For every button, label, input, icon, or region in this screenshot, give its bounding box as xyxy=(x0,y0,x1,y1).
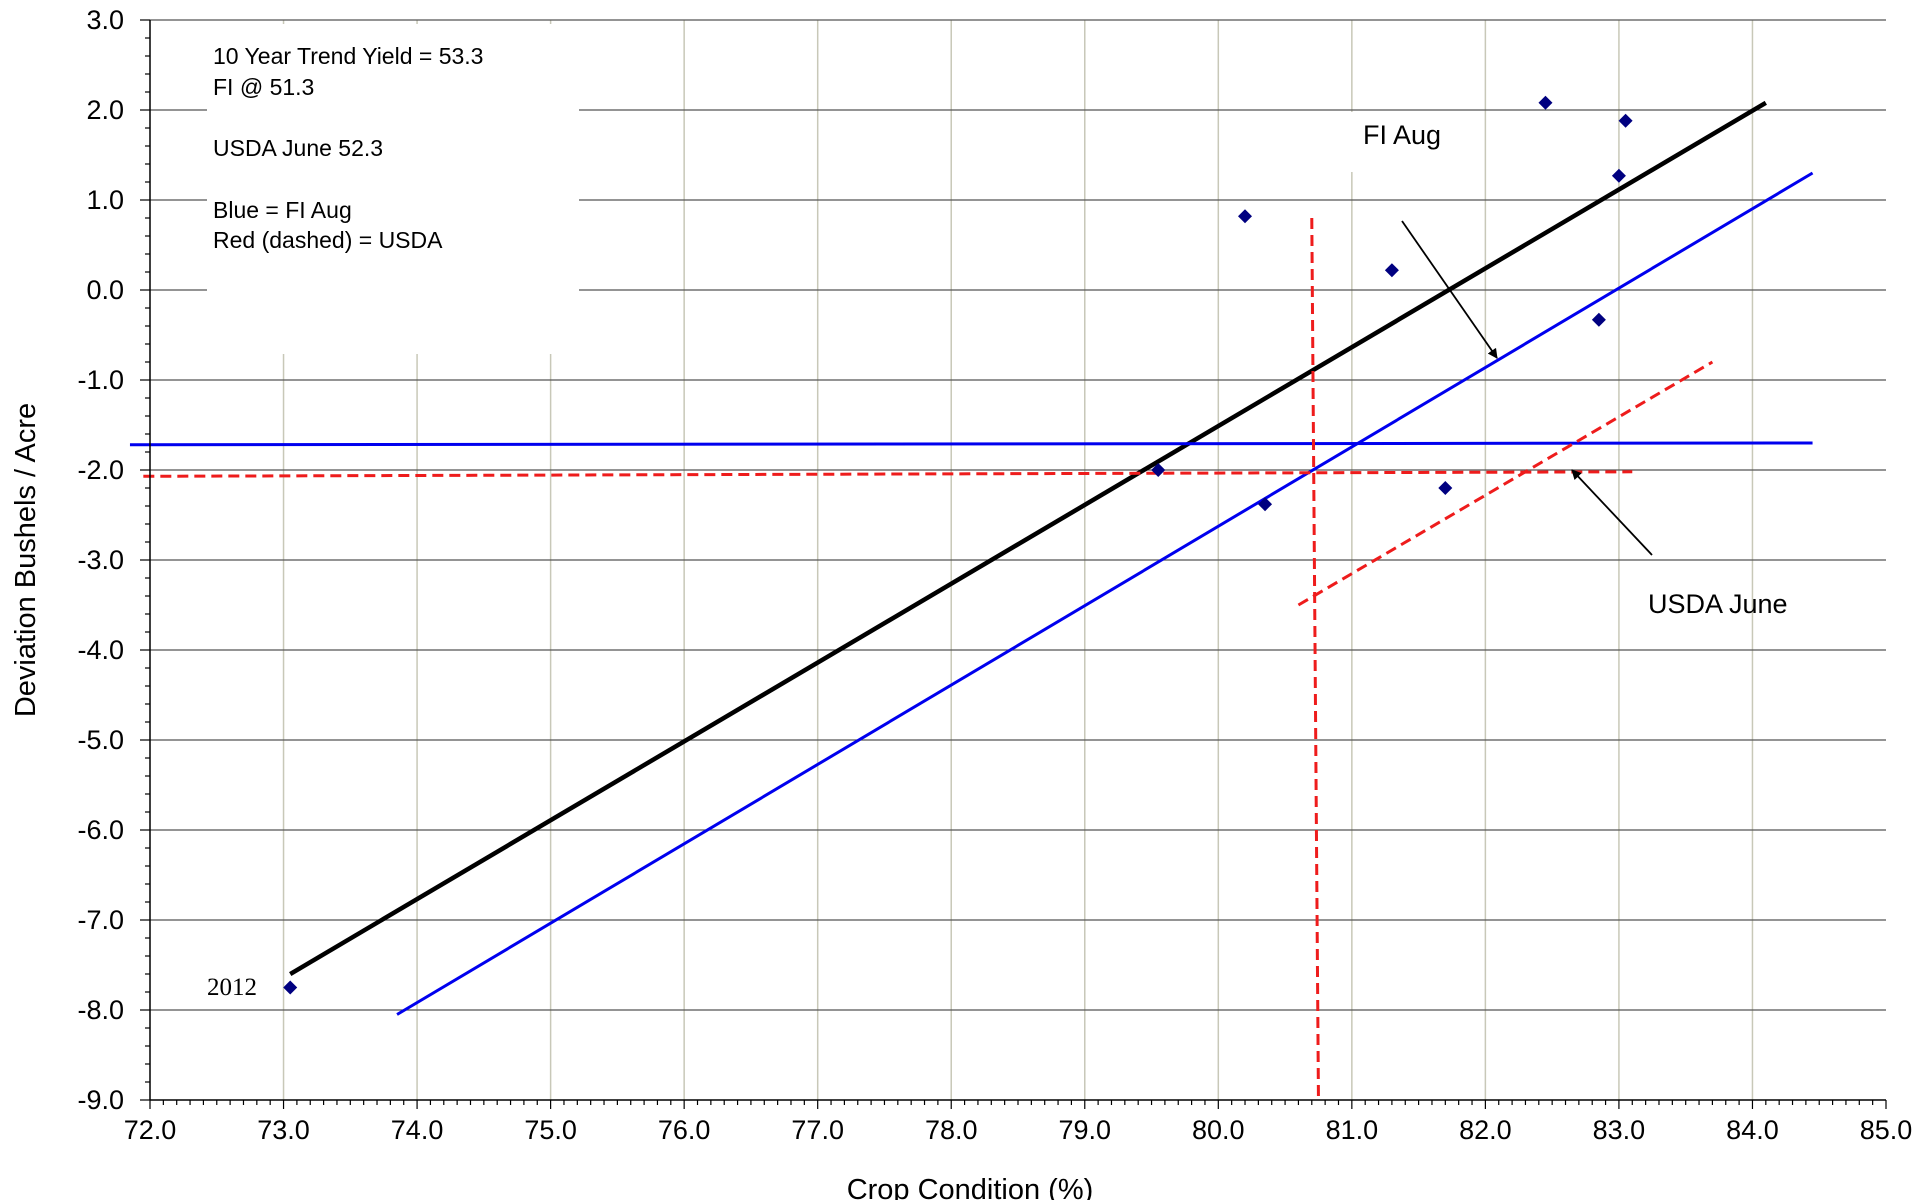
x-tick-label: 81.0 xyxy=(1326,1115,1379,1145)
x-tick-label: 77.0 xyxy=(791,1115,844,1145)
data-point xyxy=(1611,168,1626,183)
y-tick-label: -3.0 xyxy=(77,545,124,575)
series-line-usda-level xyxy=(143,470,1633,478)
y-tick-label: 1.0 xyxy=(86,185,124,215)
x-tick-label: 84.0 xyxy=(1726,1115,1779,1145)
y-tick-label: -5.0 xyxy=(77,725,124,755)
x-tick-label: 73.0 xyxy=(257,1115,310,1145)
y-tick-label: -7.0 xyxy=(77,905,124,935)
x-tick-label: 80.0 xyxy=(1192,1115,1245,1145)
x-tick-label: 72.0 xyxy=(124,1115,177,1145)
usda-june-arrow xyxy=(1571,469,1653,556)
data-point xyxy=(1238,209,1253,224)
series-line-trend xyxy=(289,100,1767,976)
data-point xyxy=(1258,497,1273,512)
y-tick-label: -4.0 xyxy=(77,635,124,665)
x-tick-label: 85.0 xyxy=(1860,1115,1913,1145)
grid xyxy=(150,19,1886,1100)
y-tick-label: -9.0 xyxy=(77,1085,124,1115)
y-tick-label: 2.0 xyxy=(86,95,124,125)
y-tick-label: 0.0 xyxy=(86,275,124,305)
series-line-fi-aug xyxy=(396,171,1814,1016)
data-points xyxy=(283,95,1633,995)
annotation-usda-june: USDA June xyxy=(1648,589,1788,619)
series-line-usda-june xyxy=(1297,360,1714,607)
y-tick-label: -6.0 xyxy=(77,815,124,845)
point-label-2012: 2012 xyxy=(207,974,257,1001)
data-point xyxy=(1618,113,1633,128)
data-point xyxy=(1591,312,1606,327)
x-tick-label: 75.0 xyxy=(524,1115,577,1145)
x-tick-labels: 72.0 73.0 74.0 75.0 76.0 77.0 78.0 79.0 80.0 81.0… xyxy=(124,1115,1913,1145)
series-line-fi-aug-level xyxy=(129,441,1813,447)
x-axis-title: Crop Condition (%) xyxy=(847,1174,1094,1200)
data-point xyxy=(1384,263,1399,278)
y-tick-label: -1.0 xyxy=(77,365,124,395)
note-usda-june: USDA June 52.3 xyxy=(213,135,383,161)
fi-aug-arrow xyxy=(1401,220,1498,359)
x-tick-label: 79.0 xyxy=(1058,1115,1111,1145)
y-tick-labels: 3.0 2.0 1.0 0.0 -1.0 -2.0 -3.0 -4.0 -5.0 -6.0 -7.0… xyxy=(77,5,124,1115)
y-tick-label: -8.0 xyxy=(77,995,124,1025)
data-point xyxy=(283,980,298,995)
x-tick-label: 82.0 xyxy=(1459,1115,1512,1145)
data-point xyxy=(1538,95,1553,110)
notes-box xyxy=(207,24,579,354)
series-lines xyxy=(129,100,1814,1101)
x-tick-label: 83.0 xyxy=(1593,1115,1646,1145)
y-tick-label: 3.0 xyxy=(86,5,124,35)
data-point xyxy=(1438,481,1453,495)
x-tick-label: 78.0 xyxy=(925,1115,978,1145)
x-tick-label: 76.0 xyxy=(658,1115,711,1145)
note-trend-yield: 10 Year Trend Yield = 53.3 xyxy=(213,43,483,69)
y-axis-title: Deviation Bushels / Acre xyxy=(10,403,42,717)
series-line-usda-condition xyxy=(1310,217,1320,1101)
axes xyxy=(140,19,1887,1109)
y-tick-label: -2.0 xyxy=(77,455,124,485)
annotation-fi-aug: FI Aug xyxy=(1363,120,1441,150)
data-point xyxy=(1151,463,1166,477)
note-fi: FI @ 51.3 xyxy=(213,74,314,100)
x-tick-label: 74.0 xyxy=(391,1115,444,1145)
note-red-legend: Red (dashed) = USDA xyxy=(213,227,443,253)
note-blue-legend: Blue = FI Aug xyxy=(213,197,352,223)
fi-aug-label-bg xyxy=(1345,112,1465,172)
